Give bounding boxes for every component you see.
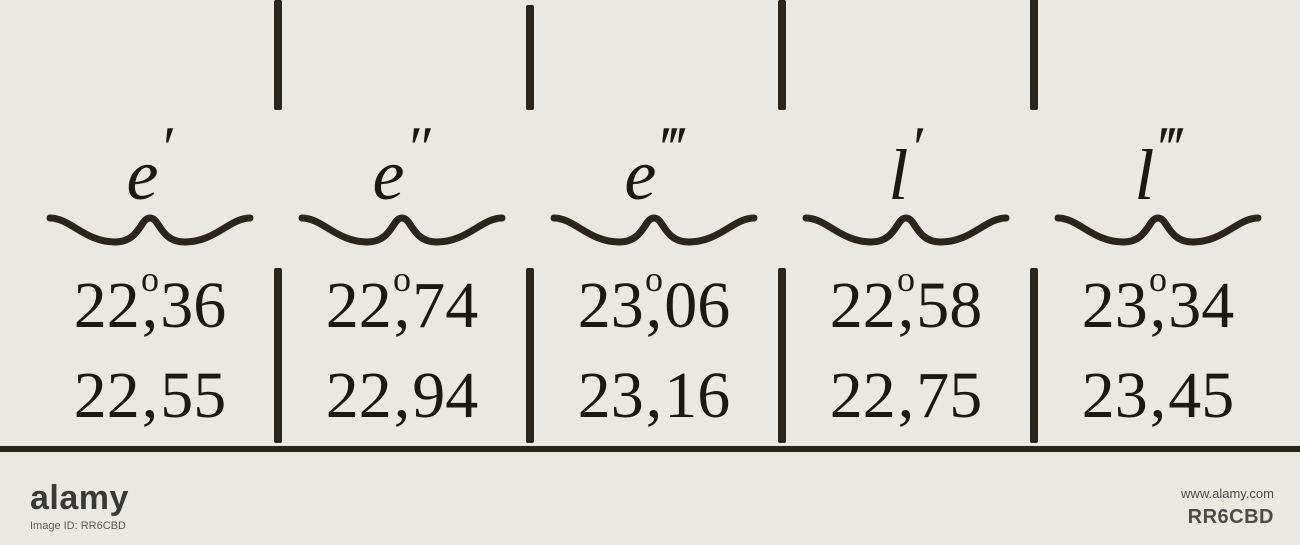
data-table: e′ 22,o36 22, 55 e″ (30, 0, 1270, 460)
comma-sep: , (394, 358, 411, 434)
header-primes: ′ (909, 115, 923, 181)
table-cell: 23,o34 (1038, 268, 1278, 344)
cell-frac: 75 (916, 358, 982, 434)
column-divider (1030, 0, 1038, 110)
column-divider (526, 5, 534, 110)
brace-icon (30, 210, 270, 258)
cell-int: 23 (578, 268, 644, 344)
image-ref-site: www.alamy.com (1181, 485, 1274, 503)
header-base: l (1134, 135, 1155, 215)
comma-sep: , (646, 358, 663, 434)
comma-sep: ,o (646, 268, 663, 344)
col-header: e′ (30, 120, 270, 217)
cell-int: 23 (1082, 268, 1148, 344)
cell-frac: 45 (1168, 358, 1234, 434)
image-ref-code: RR6CBD (1181, 503, 1274, 531)
cell-int: 23 (1082, 358, 1148, 434)
header-base: e (624, 135, 657, 215)
table-col: e′ 22,o36 22, 55 (30, 0, 278, 440)
cell-frac: 94 (412, 358, 478, 434)
column-divider (526, 268, 534, 443)
cell-int: 22 (326, 358, 392, 434)
table-cell: 23,o06 (534, 268, 774, 344)
comma-sep: , (1150, 358, 1167, 434)
column-divider (778, 0, 786, 110)
cell-int: 22 (326, 268, 392, 344)
table-col: l′ 22,o58 22, 75 (786, 0, 1034, 440)
image-ref: www.alamy.com RR6CBD (1181, 485, 1274, 531)
header-base: e (126, 135, 159, 215)
cell-int: 22 (830, 358, 896, 434)
column-divider (274, 0, 282, 110)
cell-frac: 58 (916, 268, 982, 344)
table-cell: 22, 94 (282, 358, 522, 434)
header-base: l (888, 135, 909, 215)
comma-sep: , (898, 358, 915, 434)
cell-int: 22 (74, 358, 140, 434)
col-header: e″ (282, 120, 522, 217)
comma-sep: ,o (898, 268, 915, 344)
cell-int: 22 (830, 268, 896, 344)
brace-icon (282, 210, 522, 258)
cell-frac: 06 (664, 268, 730, 344)
column-divider (778, 268, 786, 443)
cell-int: 23 (578, 358, 644, 434)
header-base: e (373, 135, 406, 215)
table-cell: 22,o58 (786, 268, 1026, 344)
bottom-rule (0, 446, 1300, 452)
comma-sep: , (142, 358, 159, 434)
table-cell: 22,o74 (282, 268, 522, 344)
cell-frac: 74 (412, 268, 478, 344)
header-primes: ″ (405, 115, 431, 181)
brace-icon (1038, 210, 1278, 258)
col-header: e‴ (534, 120, 774, 217)
degree-mark: o (141, 258, 159, 300)
table-cell: 22, 55 (30, 358, 270, 434)
degree-mark: o (645, 258, 663, 300)
watermark-sub: Image ID: RR6CBD (30, 520, 270, 532)
header-primes: ′ (159, 115, 173, 181)
table-col: l‴ 23,o34 23, 45 (1038, 0, 1286, 440)
table-col: e‴ 23,o06 23, 16 (534, 0, 782, 440)
degree-mark: o (393, 258, 411, 300)
watermark-brand: alamy (30, 479, 270, 518)
comma-sep: ,o (1150, 268, 1167, 344)
header-primes: ‴ (1155, 115, 1181, 181)
header-primes: ‴ (657, 115, 683, 181)
table-cell: 22, 75 (786, 358, 1026, 434)
degree-mark: o (1149, 258, 1167, 300)
col-header: l‴ (1038, 120, 1278, 217)
page-root: e′ 22,o36 22, 55 e″ (0, 0, 1300, 545)
brace-icon (786, 210, 1026, 258)
cell-frac: 36 (160, 268, 226, 344)
cell-frac: 55 (160, 358, 226, 434)
column-divider (274, 268, 282, 443)
column-divider (1030, 268, 1038, 443)
table-cell: 23, 16 (534, 358, 774, 434)
table-cell: 23, 45 (1038, 358, 1278, 434)
cell-frac: 34 (1168, 268, 1234, 344)
brace-icon (534, 210, 774, 258)
col-header: l′ (786, 120, 1026, 217)
cell-frac: 16 (664, 358, 730, 434)
table-cell: 22,o36 (30, 268, 270, 344)
comma-sep: ,o (394, 268, 411, 344)
comma-sep: ,o (142, 268, 159, 344)
degree-mark: o (897, 258, 915, 300)
watermark: alamy Image ID: RR6CBD (30, 479, 270, 527)
cell-int: 22 (74, 268, 140, 344)
table-col: e″ 22,o74 22, 94 (282, 0, 530, 440)
